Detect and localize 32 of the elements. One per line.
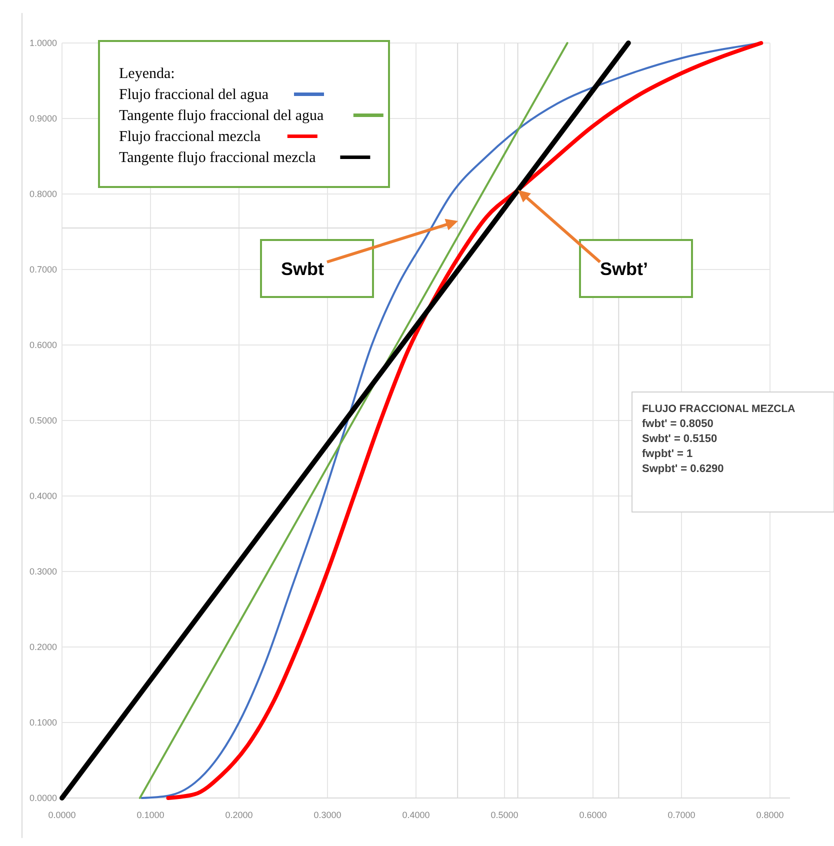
annotation: Swpbt' = 0.6290 [642,463,724,475]
y-tick-label: 0.5000 [29,416,57,426]
legend-label: Flujo fraccional del agua [119,87,269,103]
y-tick-label: 0.9000 [29,114,57,124]
y-tick-label: 1.0000 [29,38,57,48]
annotation: Swbt’ [600,259,648,279]
annotation: FLUJO FRACCIONAL MEZCLA [642,403,796,415]
x-tick-label: 0.3000 [314,810,342,820]
y-tick-label: 0.1000 [29,718,57,728]
x-tick-label: 0.6000 [579,810,607,820]
x-tick-label: 0.7000 [668,810,696,820]
legend-title: Leyenda: [119,66,175,82]
annotation: Swbt' = 0.5150 [642,433,718,445]
x-tick-label: 0.1000 [136,810,164,820]
annotation: Swbt [281,259,324,279]
x-tick-label: 0.0000 [48,810,76,820]
y-tick-label: 0.3000 [29,566,57,576]
y-tick-label: 0.0000 [29,793,57,803]
x-tick-label: 0.8000 [756,810,784,820]
y-tick-label: 0.6000 [29,340,57,350]
legend-label: Tangente flujo fraccional mezcla [119,150,316,166]
y-tick-label: 0.8000 [29,189,57,199]
x-tick-label: 0.4000 [402,810,430,820]
y-tick-label: 0.7000 [29,264,57,274]
x-tick-label: 0.2000 [225,810,253,820]
y-tick-label: 0.2000 [29,642,57,652]
annotation: fwpbt' = 1 [642,448,693,460]
legend-label: Tangente flujo fraccional del agua [119,108,324,124]
x-tick-label: 0.5000 [490,810,518,820]
legend-label: Flujo fraccional mezcla [119,129,261,145]
y-tick-label: 0.4000 [29,491,57,501]
annotation: fwbt' = 0.8050 [642,418,714,430]
